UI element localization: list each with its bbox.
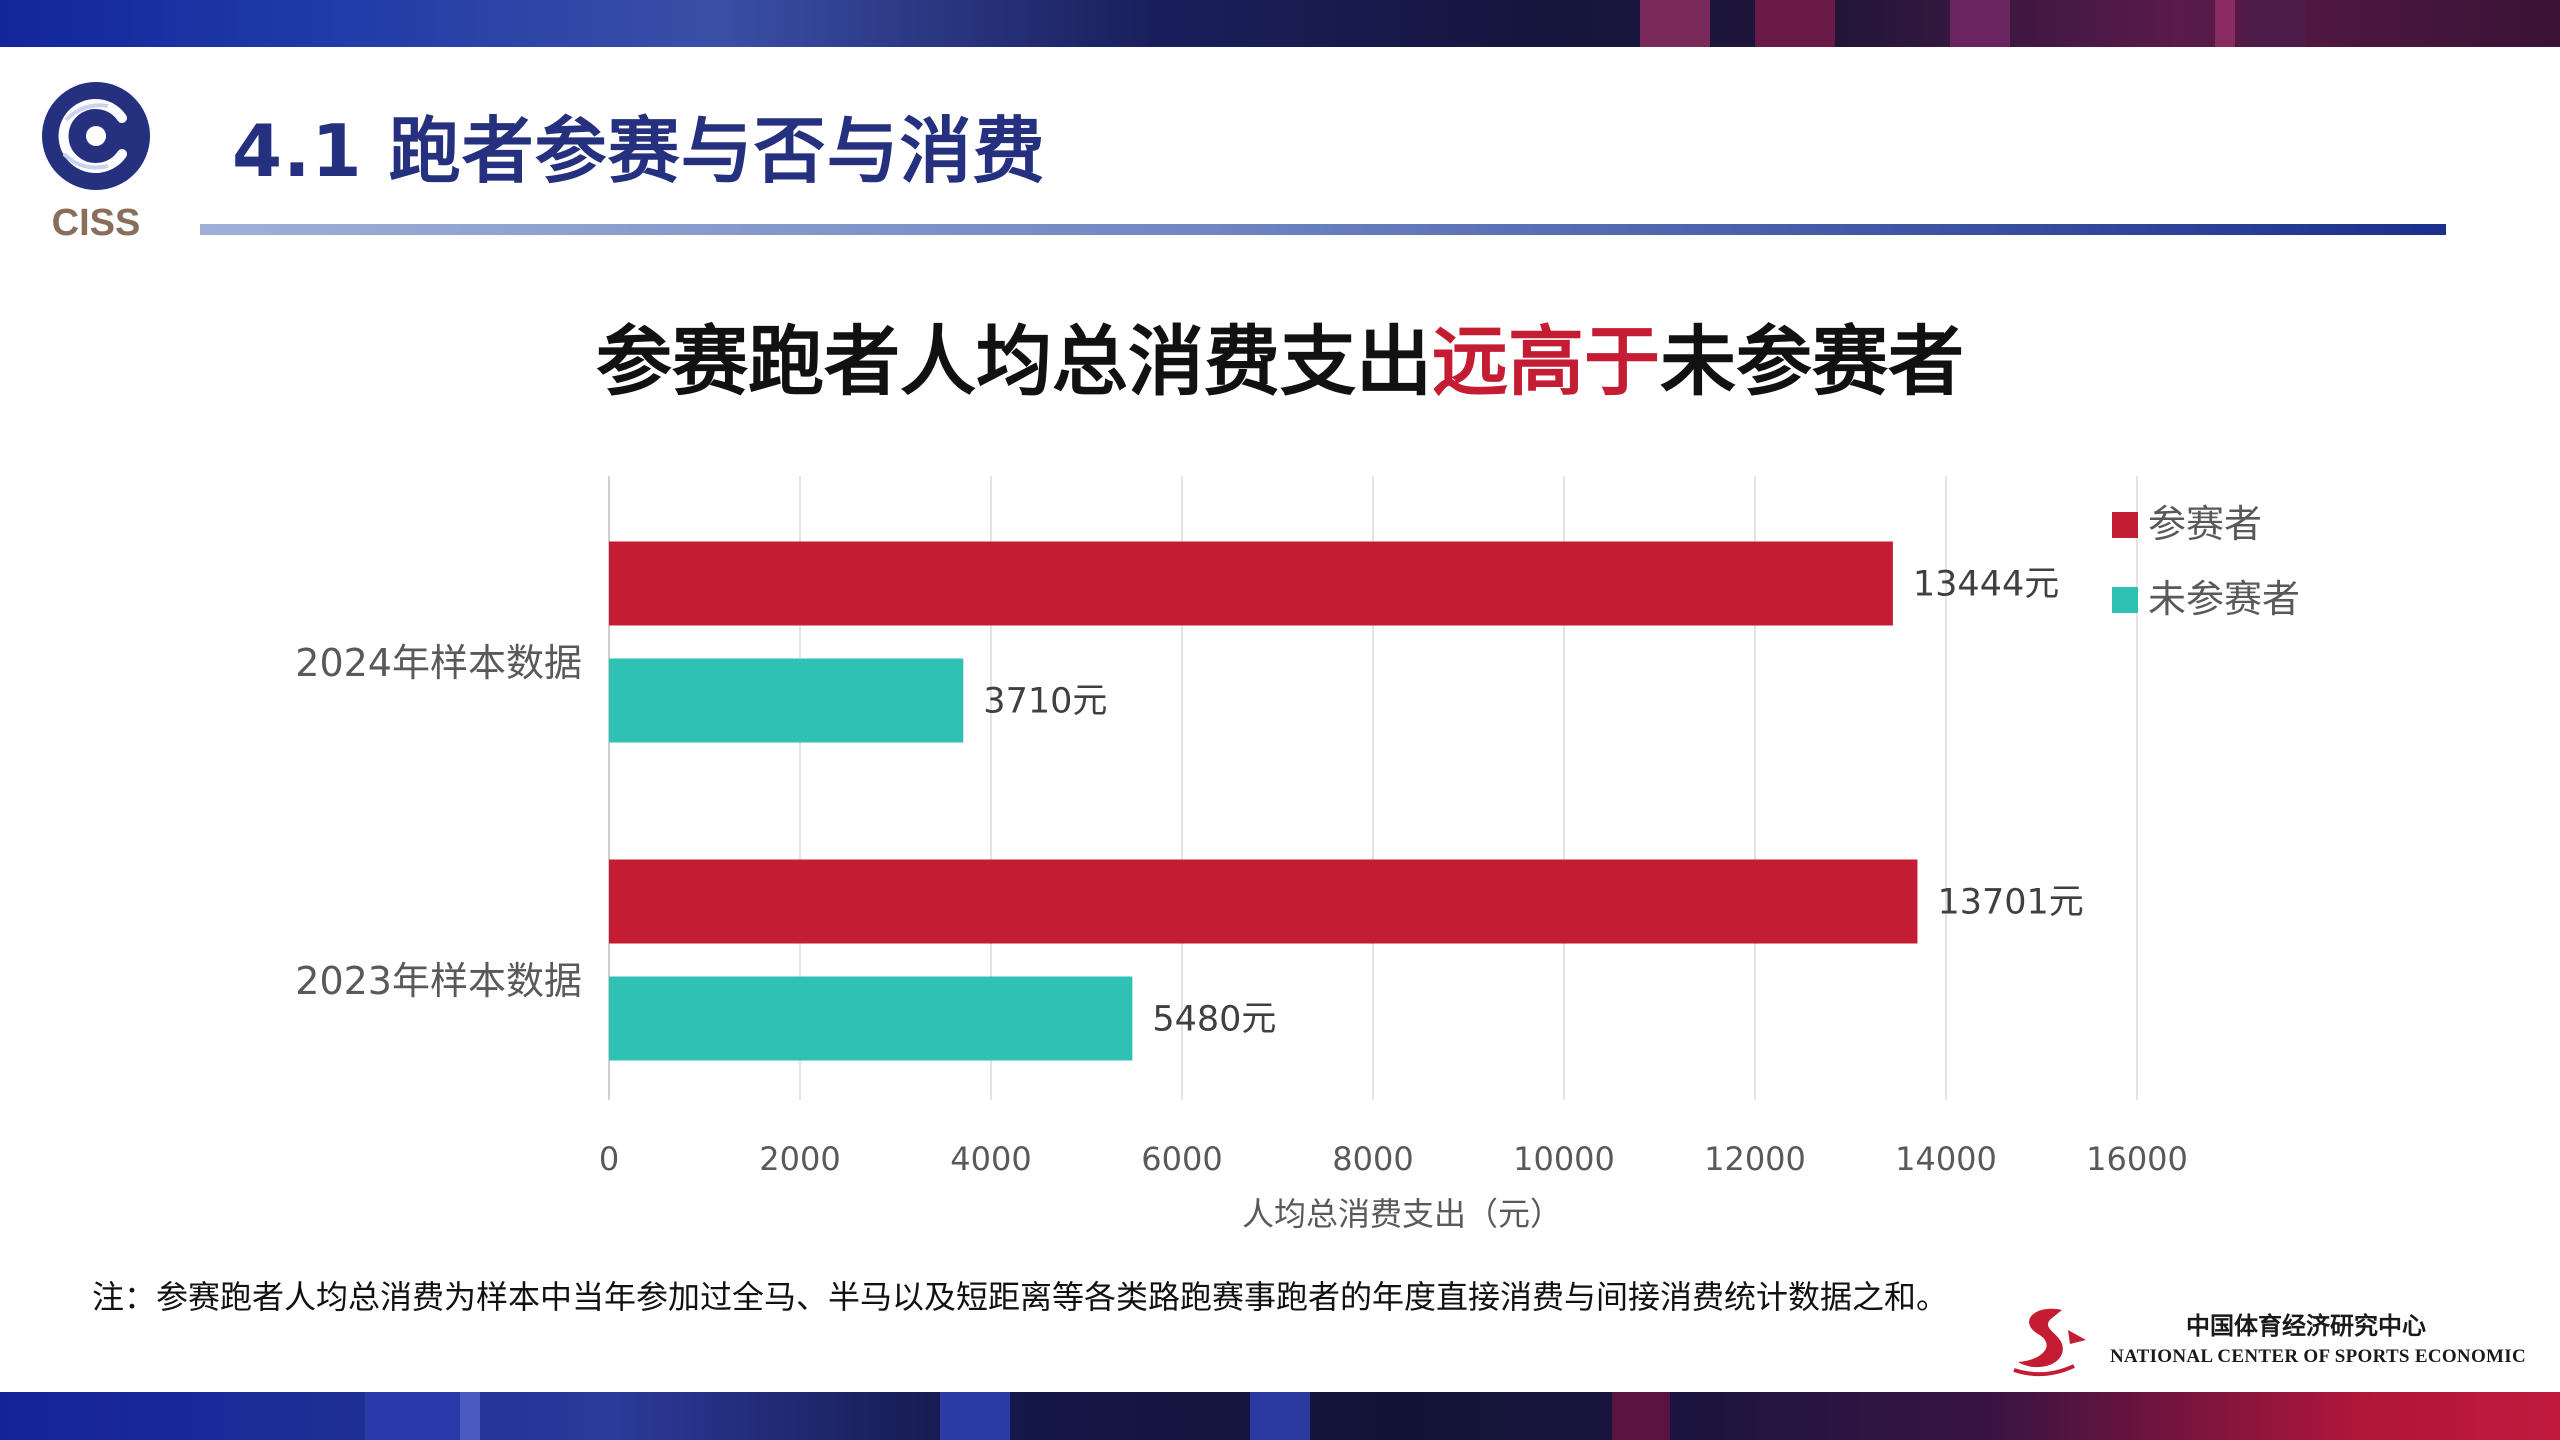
x-tick-label: 12000 [1704,1140,1806,1178]
chart-headline: 参赛跑者人均总消费支出远高于未参赛者 [0,300,2560,410]
x-tick-label: 14000 [1895,1140,1997,1178]
x-tick-label: 2000 [759,1140,840,1178]
x-tick-label: 8000 [1332,1140,1413,1178]
x-tick-label: 0 [599,1140,619,1178]
top-decor-band [0,0,2560,47]
headline-part1: 参赛跑者人均总消费支出 [596,317,1432,406]
title-divider [200,224,2446,235]
bar-non-participant [609,658,964,743]
bottom-decor-band [0,1392,2560,1440]
legend-swatch [2112,512,2138,538]
x-tick-label: 10000 [1513,1140,1615,1178]
category-label: 2024年样本数据 [295,641,582,685]
x-axis-title: 人均总消费支出（元） [1242,1195,1562,1233]
data-label: 13444元 [1913,565,2059,605]
chart-data-labels: 13444元 3710元 13701元 5480元 [983,565,2083,1040]
bar-chart: 13444元 3710元 13701元 5480元 0 2000 4000 6000 8000… [295,476,2300,1233]
x-tick-label: 4000 [950,1140,1031,1178]
x-tick-label: 16000 [2086,1140,2188,1178]
x-tick-label: 6000 [1141,1140,1222,1178]
data-label: 5480元 [1152,1000,1276,1040]
footnote: 注：参赛跑者人均总消费为样本中当年参加过全马、半马以及短距离等各类路跑赛事跑者的… [92,1278,1949,1316]
data-label: 3710元 [983,682,1107,722]
headline-highlight: 远高于 [1432,317,1660,406]
legend-label: 参赛者 [2148,502,2262,546]
org-name-cn: 中国体育经济研究中心 [2186,1311,2426,1340]
page-title: 4.1 跑者参赛与否与消费 [232,109,1046,193]
category-label: 2023年样本数据 [295,959,582,1003]
chart-x-ticks: 0 2000 4000 6000 8000 10000 12000 14000 16000 [599,1140,2188,1178]
chart-bars [609,541,1918,1061]
bar-non-participant [609,976,1133,1061]
bar-participant [609,541,1893,626]
legend-swatch [2112,587,2138,613]
data-label: 13701元 [1937,883,2083,923]
legend-label: 未参赛者 [2148,577,2300,621]
logo-text: CISS [52,202,141,244]
ciss-logo: CISS [42,82,150,244]
chart-category-labels: 2024年样本数据 2023年样本数据 [295,641,582,1003]
bar-participant [609,859,1918,944]
sports-center-logo [2013,1308,2086,1377]
org-name-en: NATIONAL CENTER OF SPORTS ECONOMIC [2110,1346,2526,1367]
headline-part2: 未参赛者 [1660,317,1964,406]
